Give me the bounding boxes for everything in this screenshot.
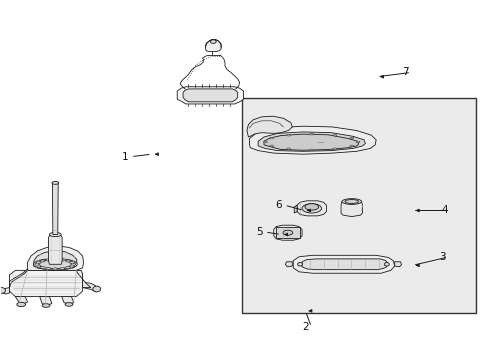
Polygon shape	[0, 288, 9, 294]
Polygon shape	[82, 282, 96, 292]
Ellipse shape	[33, 258, 77, 270]
Polygon shape	[302, 259, 387, 270]
Ellipse shape	[286, 148, 290, 150]
Ellipse shape	[332, 134, 336, 136]
Polygon shape	[246, 116, 292, 137]
Ellipse shape	[297, 262, 302, 266]
Polygon shape	[177, 87, 243, 104]
Polygon shape	[394, 262, 401, 267]
Polygon shape	[27, 246, 83, 270]
Ellipse shape	[17, 302, 25, 307]
Polygon shape	[273, 225, 302, 240]
Ellipse shape	[349, 145, 353, 147]
Ellipse shape	[69, 265, 74, 267]
Ellipse shape	[344, 199, 358, 203]
Polygon shape	[183, 89, 237, 102]
Ellipse shape	[263, 141, 267, 143]
Ellipse shape	[355, 141, 359, 143]
Ellipse shape	[269, 145, 273, 147]
Polygon shape	[264, 134, 358, 150]
Polygon shape	[293, 255, 394, 273]
Ellipse shape	[60, 259, 64, 261]
Ellipse shape	[93, 286, 101, 292]
Ellipse shape	[65, 303, 73, 306]
Ellipse shape	[49, 232, 61, 237]
Polygon shape	[9, 269, 27, 288]
Polygon shape	[205, 40, 221, 51]
Polygon shape	[294, 205, 297, 213]
Ellipse shape	[65, 266, 70, 269]
Polygon shape	[285, 262, 292, 267]
Polygon shape	[297, 201, 326, 216]
Text: 1: 1	[122, 152, 128, 162]
Text: 4: 4	[440, 206, 447, 216]
Ellipse shape	[35, 263, 40, 265]
Ellipse shape	[40, 260, 45, 262]
Text: 7: 7	[401, 67, 408, 77]
Ellipse shape	[60, 267, 64, 270]
Ellipse shape	[302, 204, 321, 213]
Polygon shape	[258, 132, 365, 151]
Ellipse shape	[341, 199, 361, 204]
Ellipse shape	[52, 181, 59, 184]
Ellipse shape	[309, 133, 313, 135]
Ellipse shape	[38, 260, 73, 269]
Ellipse shape	[69, 261, 74, 264]
Text: 5: 5	[255, 227, 262, 237]
Text: 2: 2	[302, 322, 308, 332]
Bar	[242, 98, 475, 313]
Ellipse shape	[332, 148, 336, 150]
Ellipse shape	[71, 263, 76, 265]
Polygon shape	[61, 297, 74, 304]
Polygon shape	[52, 184, 58, 234]
Ellipse shape	[42, 304, 50, 307]
Polygon shape	[249, 126, 375, 154]
Polygon shape	[340, 202, 362, 217]
Polygon shape	[40, 297, 52, 305]
Ellipse shape	[40, 266, 45, 269]
Ellipse shape	[305, 204, 318, 210]
Ellipse shape	[349, 137, 353, 139]
Ellipse shape	[53, 258, 58, 261]
Ellipse shape	[283, 230, 292, 235]
Ellipse shape	[53, 268, 58, 270]
Bar	[276, 227, 299, 238]
Text: 6: 6	[275, 200, 282, 210]
Ellipse shape	[384, 262, 388, 266]
Ellipse shape	[36, 261, 41, 264]
Ellipse shape	[65, 260, 70, 262]
Polygon shape	[76, 270, 91, 288]
Ellipse shape	[210, 40, 216, 43]
Polygon shape	[34, 251, 77, 269]
Ellipse shape	[269, 137, 273, 139]
Ellipse shape	[46, 259, 51, 261]
Ellipse shape	[309, 149, 313, 151]
Ellipse shape	[286, 134, 290, 136]
Ellipse shape	[46, 267, 51, 270]
Polygon shape	[48, 234, 62, 264]
Polygon shape	[9, 270, 82, 297]
Ellipse shape	[0, 288, 5, 293]
Polygon shape	[15, 297, 27, 304]
Ellipse shape	[36, 265, 41, 267]
Text: 3: 3	[438, 252, 445, 262]
